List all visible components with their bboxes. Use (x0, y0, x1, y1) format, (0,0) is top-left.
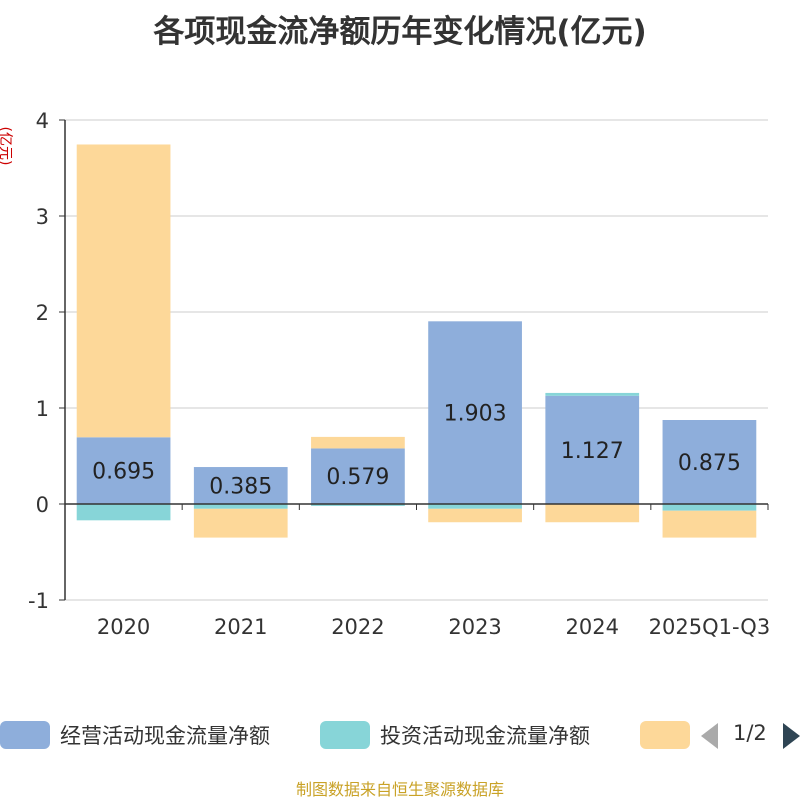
legend: 经营活动现金流量净额 投资活动现金流量净额 1/2 (0, 718, 800, 752)
data-label: 1.127 (561, 439, 624, 464)
y-tick-label: -1 (28, 589, 49, 613)
legend-label-investing: 投资活动现金流量净额 (380, 724, 590, 748)
legend-swatch-investing (320, 721, 370, 749)
chart-plot: -1 0 1 2 3 4 0.695 0.385 0.579 1.903 1.127 0.875 202… (28, 109, 771, 639)
x-tick-label: 2021 (214, 615, 267, 639)
legend-item-investing[interactable]: 投资活动现金流量净额 (320, 718, 590, 752)
bar-series0 (193, 467, 288, 504)
bar-series0 (76, 437, 171, 504)
bar-series2 (662, 510, 757, 538)
bar-series0 (428, 321, 522, 504)
bar-series1 (662, 504, 757, 511)
y-tick-label: 0 (36, 493, 49, 517)
legend-item-financing[interactable] (640, 718, 700, 752)
source-note: 制图数据来自恒生聚源数据库 (295, 780, 504, 799)
bar-series2 (76, 144, 171, 438)
legend-label-operating: 经营活动现金流量净额 (60, 724, 270, 748)
bar-series1 (76, 504, 171, 521)
y-tick-label: 3 (36, 205, 49, 229)
data-label: 0.385 (209, 475, 272, 500)
y-tick-label: 4 (36, 109, 49, 133)
data-label: 1.903 (444, 402, 507, 427)
x-tick-label: 2024 (566, 615, 619, 639)
x-tick-label: 2025Q1-Q3 (649, 615, 771, 639)
legend-page-indicator: 1/2 (733, 721, 767, 745)
bar-series0 (311, 448, 405, 504)
bar-series1 (193, 504, 288, 509)
legend-next-page-icon[interactable] (783, 723, 800, 749)
x-tick-label: 2023 (448, 615, 501, 639)
chart-title: 各项现金流净额历年变化情况(亿元) (153, 14, 647, 50)
bar-series2 (193, 508, 288, 538)
legend-swatch-operating (0, 721, 50, 749)
bar-series0 (662, 420, 757, 504)
x-tick-label: 2020 (97, 615, 150, 639)
bar-series1 (545, 392, 640, 396)
y-tick-label: 1 (36, 397, 49, 421)
data-label: 0.579 (326, 465, 389, 490)
bar-series2 (428, 508, 522, 523)
y-tick-label: 2 (36, 301, 49, 325)
data-label: 0.695 (92, 460, 155, 485)
legend-prev-page-icon[interactable] (701, 723, 718, 749)
bar-series2 (311, 436, 405, 449)
data-label: 0.875 (678, 451, 741, 476)
bar-series0 (545, 395, 640, 504)
x-tick-label: 2022 (331, 615, 384, 639)
legend-item-operating[interactable]: 经营活动现金流量净额 (0, 718, 270, 752)
bar-series2 (545, 504, 640, 523)
bar-series1 (311, 504, 405, 506)
bar-series1 (428, 504, 522, 509)
legend-swatch-financing (640, 721, 690, 749)
